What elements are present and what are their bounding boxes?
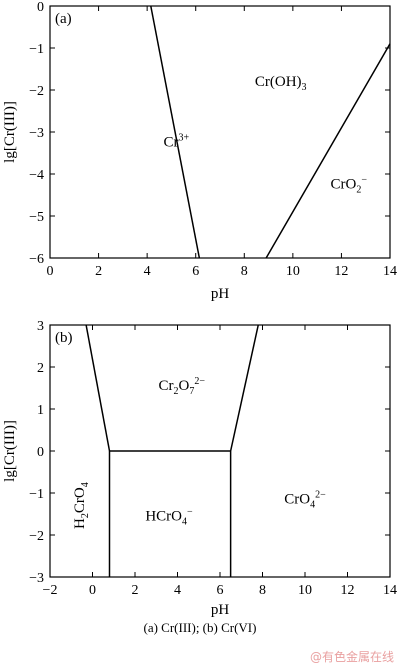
x-tick-label: 10	[286, 264, 300, 279]
region-label-sub: 2	[174, 386, 179, 397]
region-label-sup: 3+	[178, 133, 189, 144]
region-label-sub: 2	[356, 185, 361, 196]
region-label-sub: 7	[189, 386, 194, 397]
x-tick-label: 6	[192, 264, 199, 279]
panel-label: (a)	[55, 11, 72, 27]
x-axis-label: pH	[211, 602, 230, 618]
chart-panel-a: 0 2 4 6 8 10 12 140−1−2−3−4−5−6pHlg[Cr(III)](a)…	[2, 0, 397, 302]
region-label: HCrO4−	[145, 506, 193, 527]
x-tick-label: 4	[174, 583, 181, 598]
figure-caption: (a) Cr(III); (b) Cr(VI)	[143, 620, 257, 635]
y-tick-label: −1	[29, 487, 44, 502]
y-tick-label: −2	[29, 84, 44, 99]
y-tick-label: −5	[29, 210, 44, 225]
region-label: CrO42−	[284, 490, 326, 511]
region-label-text: H	[72, 518, 88, 529]
region-label-text: Cr	[163, 135, 178, 151]
region-label-text: CrO	[72, 487, 88, 513]
y-tick-label: −2	[29, 529, 44, 544]
region-label: Cr(OH)3	[255, 74, 307, 93]
boundary-line	[85, 324, 111, 452]
y-tick-label: 3	[37, 319, 44, 334]
y-tick-label: −6	[29, 252, 44, 267]
y-tick-label: 1	[37, 403, 44, 418]
y-tick-label: 0	[37, 445, 44, 460]
region-label-text: HCrO	[145, 508, 182, 524]
boundary-line	[265, 43, 391, 259]
watermark: @有色金属在线	[309, 650, 394, 664]
region-label: CrO2−	[330, 175, 367, 196]
region-label-sup: −	[361, 175, 367, 186]
region-label-sup: 2−	[315, 490, 326, 501]
x-tick-label: 8	[241, 264, 248, 279]
region-label-text: O	[179, 378, 190, 394]
y-tick-label: −3	[29, 126, 44, 141]
y-tick-label: −1	[29, 42, 44, 57]
x-tick-label: 6	[217, 583, 224, 598]
x-tick-label: 12	[334, 264, 348, 279]
x-tick-label: 2	[95, 264, 102, 279]
region-label-text: CrO	[330, 177, 356, 193]
x-tick-label: 4	[144, 264, 151, 279]
region-label-text: CrO	[284, 492, 310, 508]
region-label-sub: 4	[80, 482, 91, 487]
y-axis-label: lg[Cr(III)]	[2, 101, 18, 163]
region-label-text: Cr	[159, 378, 174, 394]
region-label-sup: 2−	[194, 376, 205, 387]
x-tick-label: 8	[259, 583, 266, 598]
region-label: H2CrO4	[72, 482, 91, 529]
x-tick-label: −2	[43, 583, 58, 598]
region-label-text: Cr(OH)	[255, 74, 302, 90]
x-axis-label: pH	[211, 286, 230, 302]
region-label-sub: 4	[182, 516, 187, 527]
boundary-line	[229, 324, 259, 452]
region-label-sup: −	[187, 506, 193, 517]
y-tick-label: −3	[29, 571, 44, 586]
x-tick-label: 14	[383, 583, 397, 598]
y-tick-label: 2	[37, 361, 44, 376]
x-tick-label: 2	[132, 583, 139, 598]
region-label-sub: 2	[80, 513, 91, 518]
region-label-sub: 3	[302, 82, 307, 93]
x-tick-label: 0	[89, 583, 96, 598]
y-tick-label: −4	[29, 168, 44, 183]
panel-label: (b)	[55, 330, 73, 346]
region-label: Cr2O72−	[159, 376, 206, 397]
x-tick-label: 14	[383, 264, 397, 279]
region-label: Cr3+	[163, 133, 189, 151]
boundary-line	[150, 5, 201, 259]
x-tick-label: 12	[341, 583, 355, 598]
x-tick-label: 10	[298, 583, 312, 598]
y-tick-label: 0	[37, 0, 44, 15]
chart-panel-b: −2 0 2 4 6 8 10 12 143210−1−2−3pHlg[Cr(III)](b)C…	[2, 319, 397, 618]
x-tick-label: 0	[47, 264, 54, 279]
region-label-sub: 4	[310, 500, 315, 511]
y-axis-label: lg[Cr(III)]	[2, 420, 18, 482]
